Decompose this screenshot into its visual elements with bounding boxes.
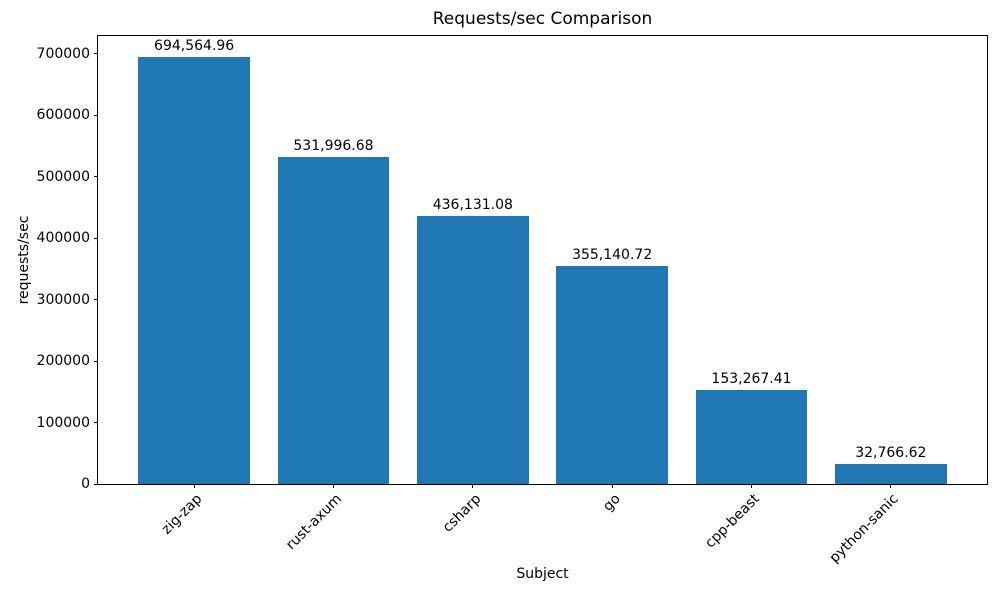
bar-value-label: 531,996.68 bbox=[293, 138, 374, 155]
bar bbox=[138, 57, 250, 484]
y-tick-mark bbox=[94, 422, 98, 424]
y-tick-mark bbox=[94, 360, 98, 362]
x-tick-mark bbox=[890, 484, 892, 488]
chart-title: Requests/sec Comparison bbox=[432, 9, 653, 29]
y-tick-label: 300000 bbox=[36, 291, 90, 308]
y-tick-label: 100000 bbox=[36, 414, 90, 431]
y-tick-label: 700000 bbox=[36, 45, 90, 62]
bar bbox=[277, 157, 390, 484]
y-tick-label: 500000 bbox=[36, 168, 90, 185]
bar bbox=[556, 265, 668, 484]
x-axis-label: Subject bbox=[516, 566, 569, 582]
bar bbox=[417, 216, 529, 484]
x-tick-label: python-sanic bbox=[826, 491, 903, 567]
x-tick-mark bbox=[193, 484, 195, 488]
y-tick-mark bbox=[94, 237, 98, 239]
bar bbox=[835, 463, 947, 484]
y-tick-mark bbox=[94, 53, 98, 55]
x-tick-label: zig-zap bbox=[158, 491, 206, 538]
x-tick-mark bbox=[611, 484, 613, 488]
bar-value-label: 355,140.72 bbox=[572, 246, 653, 263]
y-tick-label: 200000 bbox=[36, 353, 90, 370]
y-tick-label: 400000 bbox=[36, 230, 90, 247]
x-tick-label: go bbox=[599, 491, 624, 515]
bar-value-label: 694,564.96 bbox=[154, 38, 235, 55]
x-tick-label: cpp-beast bbox=[702, 491, 763, 552]
x-tick-mark bbox=[332, 484, 334, 488]
bar-value-label: 153,267.41 bbox=[711, 370, 792, 387]
y-tick-mark bbox=[94, 176, 98, 178]
plot-area: Requests/sec Comparison requests/sec Sub… bbox=[16, 9, 988, 582]
y-tick-label: 0 bbox=[81, 476, 90, 492]
x-tick-label: csharp bbox=[439, 491, 485, 536]
bar bbox=[695, 389, 808, 484]
bar-value-label: 32,766.62 bbox=[855, 444, 927, 461]
y-tick-label: 600000 bbox=[36, 107, 90, 124]
y-axis-label: requests/sec bbox=[16, 215, 32, 305]
bar-value-label: 436,131.08 bbox=[432, 197, 513, 214]
x-tick-label: rust-axum bbox=[282, 491, 345, 554]
y-tick-mark bbox=[94, 483, 98, 485]
y-tick-mark bbox=[94, 299, 98, 301]
x-tick-mark bbox=[472, 484, 474, 488]
y-tick-mark bbox=[94, 114, 98, 116]
x-tick-mark bbox=[751, 484, 752, 488]
